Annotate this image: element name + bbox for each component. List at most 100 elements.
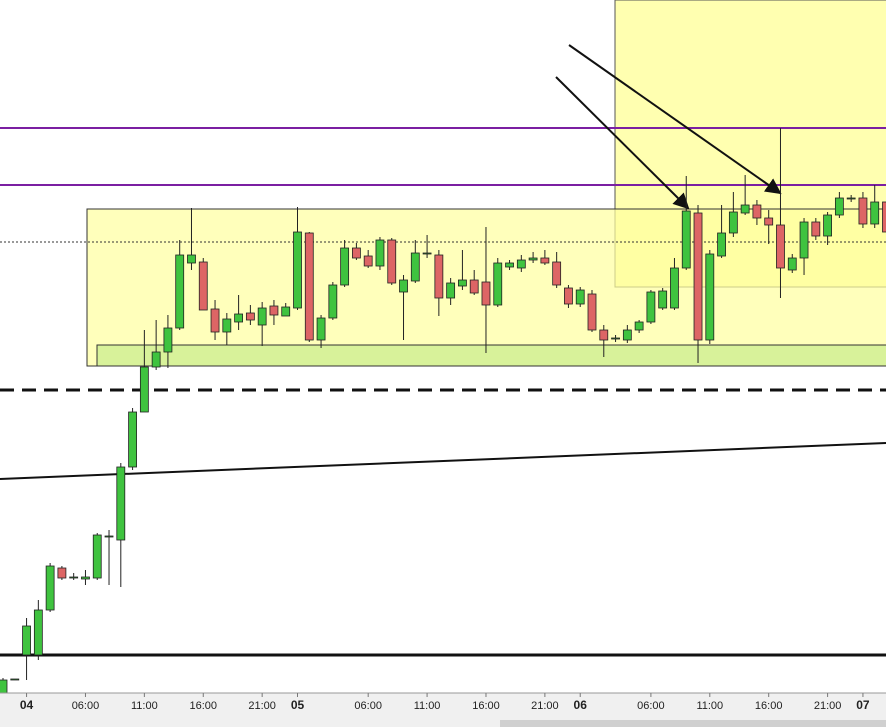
- candle-body: [528, 257, 538, 261]
- candle-body: [693, 212, 703, 341]
- candle-body: [658, 290, 668, 309]
- candle-body: [646, 291, 656, 323]
- candle-body: [340, 247, 350, 286]
- candle-body: [469, 279, 479, 294]
- candle-body: [410, 252, 420, 282]
- candle-body: [151, 351, 161, 368]
- candle-body: [187, 254, 196, 264]
- candle-body: [198, 261, 208, 311]
- candle-body: [92, 534, 102, 579]
- scrollbar[interactable]: [500, 720, 886, 727]
- candle-body: [10, 678, 20, 681]
- x-tick-label: 06: [574, 698, 588, 712]
- candle-body: [634, 321, 644, 331]
- candle-body: [234, 313, 244, 323]
- candles: [0, 128, 886, 694]
- candle-body: [493, 262, 503, 306]
- candle-body: [446, 282, 456, 299]
- candle-body: [45, 565, 55, 611]
- x-tick-label: 06:00: [637, 700, 665, 712]
- candle-body: [505, 262, 514, 268]
- candle-body: [363, 255, 373, 267]
- candle-body: [823, 214, 832, 237]
- candle-body: [728, 211, 738, 234]
- candle-body: [681, 210, 691, 269]
- candle-body: [481, 281, 491, 306]
- candle-body: [705, 253, 715, 341]
- candle-body: [22, 625, 31, 656]
- candle-body: [799, 221, 809, 259]
- candle-body: [564, 287, 573, 305]
- candle-body: [33, 609, 43, 656]
- candle-body: [575, 289, 585, 305]
- candle-body: [269, 305, 279, 316]
- candle-body: [351, 247, 361, 259]
- candle-body: [387, 239, 397, 284]
- x-tick-label: 07: [856, 698, 870, 712]
- x-tick-label: 05: [291, 698, 305, 712]
- candle-body: [717, 232, 726, 257]
- candle-body: [116, 466, 126, 541]
- candle-body: [776, 224, 785, 269]
- candle-body: [399, 279, 408, 293]
- candle-body: [599, 329, 609, 341]
- candle-body: [163, 327, 173, 353]
- x-axis: 04 06:00 11:00 16:00 21:00 05 06:00 11:00 16:00 2…: [20, 693, 870, 712]
- candle-body: [516, 259, 526, 269]
- candle-body: [540, 257, 550, 264]
- candle-body: [858, 197, 868, 225]
- candle-body: [434, 254, 444, 299]
- candle-body: [587, 293, 597, 331]
- x-tick-label: 21:00: [814, 700, 842, 712]
- candle-body: [69, 576, 79, 579]
- x-tick-label: 21:00: [531, 700, 559, 712]
- candle-body: [281, 306, 291, 317]
- candle-body: [304, 232, 314, 341]
- candle-body: [245, 312, 255, 321]
- candle-body: [81, 576, 90, 580]
- candle-body: [210, 308, 220, 333]
- candle-body: [846, 197, 856, 200]
- candle-body: [787, 257, 797, 271]
- candle-body: [764, 217, 774, 226]
- candle-body: [104, 535, 114, 538]
- candle-body: [740, 204, 750, 214]
- candle-body: [128, 411, 137, 468]
- x-tick-label: 16:00: [472, 700, 500, 712]
- trend-line: [0, 442, 886, 480]
- arrow: [555, 76, 690, 210]
- candle-body: [811, 221, 821, 237]
- x-tick-label: 16:00: [755, 700, 783, 712]
- candle-body: [57, 567, 67, 579]
- candle-body: [552, 261, 562, 286]
- candle-body: [0, 679, 8, 694]
- x-tick-label: 04: [20, 698, 34, 712]
- candle-body: [882, 201, 886, 233]
- x-tick-label: 21:00: [248, 700, 276, 712]
- candle-body: [139, 366, 149, 413]
- x-tick-label: 06:00: [354, 700, 382, 712]
- candle-body: [222, 318, 232, 333]
- arrow: [568, 44, 782, 195]
- x-tick-label: 11:00: [131, 700, 158, 712]
- x-tick-label: 11:00: [414, 700, 441, 712]
- candle-body: [622, 329, 632, 341]
- candle-body: [458, 279, 467, 287]
- candle-body: [752, 204, 762, 219]
- support-band: [96, 344, 886, 367]
- x-tick-label: 06:00: [72, 700, 100, 712]
- x-tick-label: 16:00: [189, 700, 217, 712]
- candle-body: [422, 252, 432, 255]
- candle-body: [328, 284, 338, 319]
- candle-body: [670, 267, 679, 309]
- candle-body: [870, 201, 880, 225]
- candle-body: [834, 197, 844, 216]
- candle-body: [175, 254, 185, 329]
- candle-body: [257, 307, 267, 326]
- candle-body: [316, 317, 326, 341]
- x-tick-label: 11:00: [696, 700, 723, 712]
- candle-body: [293, 231, 302, 309]
- candle-body: [375, 239, 385, 267]
